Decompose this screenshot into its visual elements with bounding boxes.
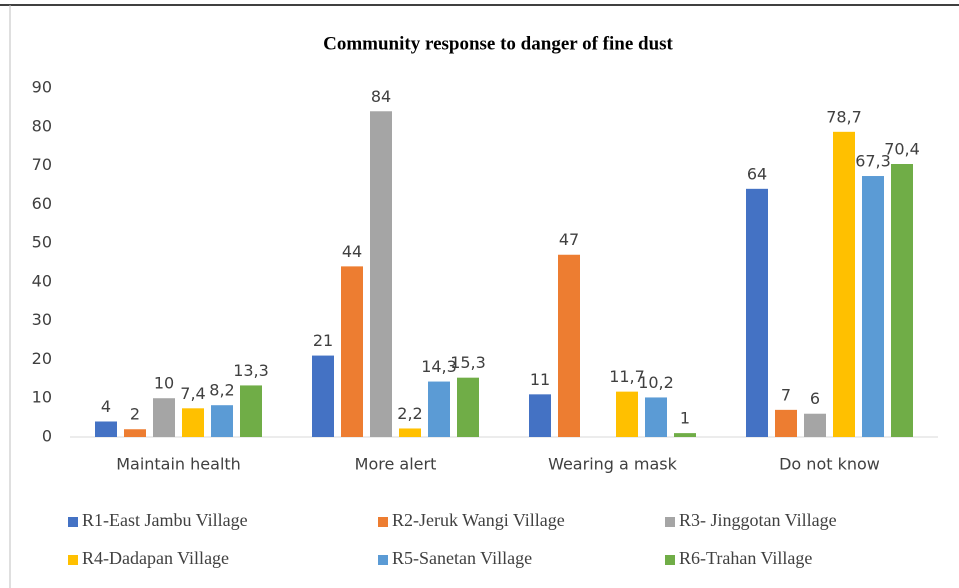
y-tick-label: 20 bbox=[32, 349, 52, 368]
value-label: 4 bbox=[101, 397, 111, 416]
value-label: 14,3 bbox=[421, 357, 457, 376]
value-label: 67,3 bbox=[855, 152, 891, 171]
bar bbox=[399, 428, 421, 437]
bar bbox=[746, 188, 768, 437]
y-tick-label: 70 bbox=[32, 155, 52, 174]
value-label: 7,4 bbox=[180, 384, 205, 403]
bar bbox=[457, 377, 479, 437]
value-label: 1 bbox=[680, 409, 690, 428]
value-label: 2 bbox=[130, 405, 140, 424]
y-tick-label: 30 bbox=[32, 310, 52, 329]
x-tick-label: Do not know bbox=[779, 455, 880, 474]
y-tick-label: 60 bbox=[32, 194, 52, 213]
value-label: 8,2 bbox=[209, 381, 234, 400]
bar bbox=[95, 421, 117, 437]
bar bbox=[211, 405, 233, 437]
y-tick-label: 40 bbox=[32, 271, 52, 290]
bar bbox=[833, 131, 855, 437]
bar bbox=[645, 397, 667, 437]
value-label: 2,2 bbox=[397, 404, 422, 423]
bar bbox=[804, 413, 826, 437]
y-tick-label: 80 bbox=[32, 116, 52, 135]
value-label: 10 bbox=[154, 374, 174, 393]
y-tick-label: 0 bbox=[42, 427, 52, 446]
value-label: 21 bbox=[313, 331, 333, 350]
legend-label: R1-East Jambu Village bbox=[82, 510, 248, 530]
legend-swatch bbox=[665, 517, 675, 527]
value-label: 70,4 bbox=[884, 140, 920, 159]
value-label: 15,3 bbox=[450, 353, 486, 372]
y-tick-label: 10 bbox=[32, 388, 52, 407]
x-tick-label: More alert bbox=[355, 455, 437, 474]
value-label: 44 bbox=[342, 242, 362, 261]
bar bbox=[153, 398, 175, 437]
value-label: 10,2 bbox=[638, 373, 674, 392]
bar bbox=[428, 381, 450, 437]
legend-swatch bbox=[68, 555, 78, 565]
y-tick-label: 50 bbox=[32, 233, 52, 252]
legend-swatch bbox=[378, 555, 388, 565]
bar bbox=[182, 408, 204, 437]
value-label: 64 bbox=[747, 164, 767, 183]
bar bbox=[240, 385, 262, 437]
value-label: 47 bbox=[559, 230, 579, 249]
value-label: 84 bbox=[371, 87, 391, 106]
bar bbox=[124, 429, 146, 437]
value-label: 13,3 bbox=[233, 361, 269, 380]
legend-swatch bbox=[378, 517, 388, 527]
legend-label: R3- Jinggotan Village bbox=[679, 510, 837, 530]
x-tick-label: Wearing a mask bbox=[548, 455, 678, 474]
legend-label: R5-Sanetan Village bbox=[392, 548, 532, 568]
value-label: 78,7 bbox=[826, 107, 862, 126]
bar bbox=[674, 433, 696, 437]
bar bbox=[370, 111, 392, 438]
bar bbox=[775, 409, 797, 437]
legend-swatch bbox=[665, 555, 675, 565]
legend-swatch bbox=[68, 517, 78, 527]
legend-label: R4-Dadapan Village bbox=[82, 548, 229, 568]
x-tick-label: Maintain health bbox=[116, 455, 241, 474]
bar bbox=[341, 266, 363, 437]
value-label: 6 bbox=[810, 389, 820, 408]
value-label: 11 bbox=[530, 370, 550, 389]
value-label: 11,7 bbox=[609, 367, 645, 386]
bar bbox=[529, 394, 551, 437]
legend-label: R6-Trahan Village bbox=[679, 548, 812, 568]
bar bbox=[312, 355, 334, 437]
chart-title: Community response to danger of fine dus… bbox=[323, 33, 673, 54]
legend-label: R2-Jeruk Wangi Village bbox=[392, 510, 565, 530]
value-label: 7 bbox=[781, 385, 791, 404]
bar bbox=[891, 164, 913, 437]
bar bbox=[616, 391, 638, 437]
bar bbox=[862, 176, 884, 437]
bar bbox=[558, 254, 580, 437]
y-tick-label: 90 bbox=[32, 78, 52, 97]
